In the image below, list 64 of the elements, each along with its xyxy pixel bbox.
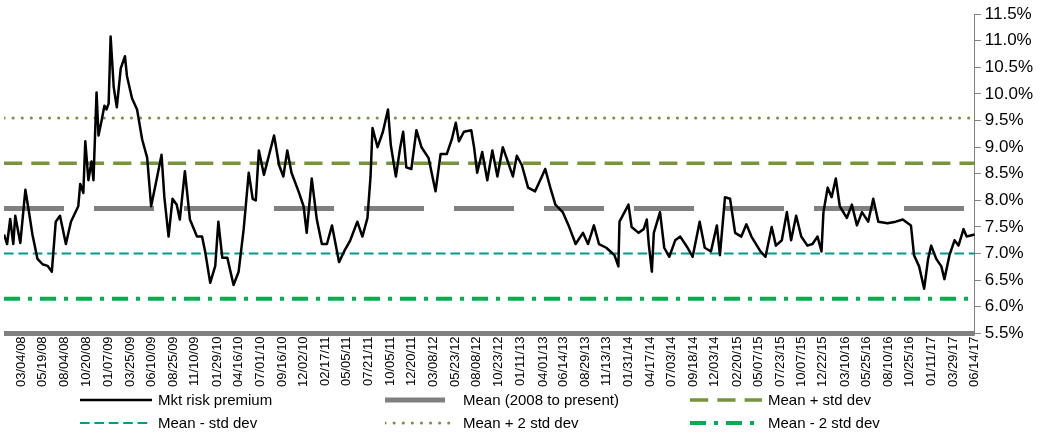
x-tick-label: 03/29/17	[944, 336, 960, 388]
x-tick-label: 03/04/08	[13, 336, 29, 388]
x-tick-label: 08/10/16	[879, 336, 895, 388]
x-tick-label: 10/20/08	[77, 336, 93, 388]
x-tick-label: 01/31/14	[620, 336, 636, 388]
x-tick-label: 07/23/15	[771, 336, 787, 388]
legend-label: Mean + 2 std dev	[463, 414, 579, 431]
y-tick-label: 6.0%	[984, 296, 1024, 316]
x-tick-label: 02/20/15	[728, 336, 744, 388]
legend-label: Mean + std dev	[768, 391, 871, 408]
x-tick-label: 06/14/13	[555, 336, 571, 388]
y-tick-label: 7.0%	[984, 243, 1024, 263]
x-tick-label: 01/11/13	[512, 336, 528, 387]
y-tick-label: 9.0%	[984, 136, 1024, 156]
x-tick-label: 05/25/16	[858, 336, 874, 388]
x-tick-label: 12/20/11	[402, 336, 418, 387]
x-tick-label: 08/08/12	[468, 336, 484, 388]
x-tick-label: 04/01/13	[534, 336, 550, 388]
legend-label: Mkt risk premium	[158, 391, 273, 408]
x-tick-label: 03/25/09	[121, 336, 137, 388]
x-tick-label: 06/14/17	[966, 336, 982, 388]
x-tick-label: 12/22/15	[814, 336, 830, 388]
x-tick-label: 08/04/08	[56, 336, 72, 388]
legend-label: Mean (2008 to present)	[463, 391, 619, 408]
x-tick-label: 09/16/10	[273, 336, 289, 388]
x-tick-label: 02/17/11	[316, 336, 332, 387]
legend-label: Mean - std dev	[158, 414, 258, 431]
x-tick-label: 11/10/09	[186, 336, 202, 387]
legend-label: Mean - 2 std dev	[768, 414, 880, 431]
x-tick-label: 10/07/15	[793, 336, 809, 388]
x-tick-label: 03/10/16	[836, 336, 852, 388]
y-tick-label: 10.0%	[984, 83, 1033, 103]
y-tick-label: 10.5%	[984, 57, 1033, 77]
y-tick-label: 11.5%	[984, 3, 1032, 23]
x-tick-label: 10/25/16	[901, 336, 917, 388]
y-tick-label: 6.5%	[984, 269, 1024, 289]
x-tick-label: 08/29/13	[576, 336, 592, 388]
y-tick-label: 7.5%	[984, 216, 1024, 236]
y-tick-label: 5.5%	[984, 323, 1024, 343]
x-tick-label: 05/07/15	[750, 336, 766, 388]
x-tick-label: 11/13/13	[598, 336, 614, 387]
x-tick-label: 04/16/10	[230, 336, 246, 388]
x-tick-label: 04/17/14	[641, 336, 657, 388]
x-tick-label: 12/03/14	[706, 336, 722, 388]
x-tick-label: 07/03/14	[663, 336, 679, 388]
y-tick-label: 11.0%	[984, 30, 1032, 50]
x-tick-label: 07/01/10	[251, 336, 267, 388]
x-tick-label: 05/19/08	[34, 336, 50, 388]
x-tick-label: 01/29/10	[208, 336, 224, 388]
x-tick-label: 08/25/09	[164, 336, 180, 388]
y-tick-label: 8.0%	[984, 190, 1024, 210]
x-tick-label: 05/05/11	[338, 336, 354, 387]
x-tick-label: 10/05/11	[381, 336, 397, 387]
x-tick-label: 01/07/09	[99, 336, 115, 388]
y-tick-label: 9.5%	[984, 110, 1024, 130]
x-tick-label: 05/23/12	[446, 336, 462, 388]
x-tick-label: 12/02/10	[295, 336, 311, 388]
x-tick-label: 03/08/12	[425, 336, 441, 388]
y-tick-label: 8.5%	[984, 163, 1024, 183]
x-tick-label: 07/21/11	[360, 336, 376, 387]
x-tick-label: 09/18/14	[685, 336, 701, 388]
x-tick-label: 01/11/17	[923, 336, 939, 387]
x-tick-label: 06/10/09	[143, 336, 159, 388]
x-tick-label: 10/23/12	[489, 336, 505, 388]
